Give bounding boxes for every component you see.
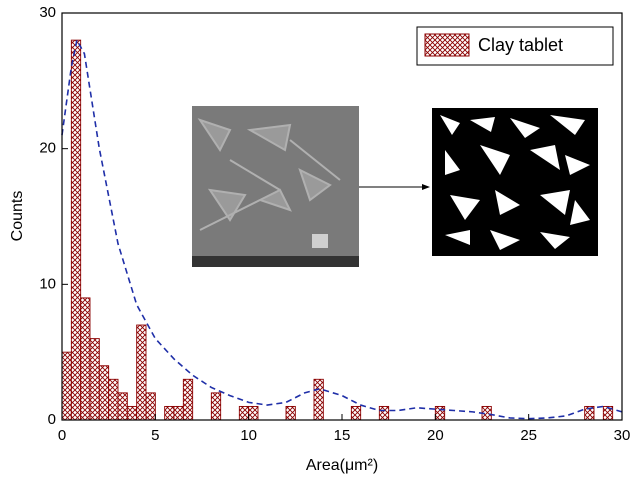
x-tick-label: 30 (614, 427, 631, 444)
bar (89, 338, 100, 421)
y-tick-label: 0 (48, 411, 56, 428)
binary-inset (432, 108, 598, 256)
x-tick-label: 0 (58, 427, 66, 444)
bar (126, 405, 138, 421)
bar (248, 405, 259, 421)
bar (61, 351, 72, 421)
y-tick-label: 20 (39, 140, 56, 157)
bar (182, 378, 194, 421)
legend-label: Clay tablet (478, 35, 563, 55)
x-tick-label: 25 (520, 427, 537, 444)
y-tick-label: 30 (39, 4, 56, 21)
bar (173, 405, 184, 421)
x-axis-label: Area(μm²) (306, 457, 378, 474)
bar (136, 324, 147, 421)
y-axis-label: Counts (9, 191, 26, 242)
bar (313, 378, 324, 421)
x-tick-label: 10 (240, 427, 257, 444)
bar (98, 365, 110, 421)
x-tick-label: 20 (427, 427, 444, 444)
bar (350, 405, 362, 421)
bar (378, 405, 390, 421)
bar (434, 405, 446, 421)
bar (238, 405, 250, 421)
bar (164, 405, 175, 421)
bar (70, 39, 82, 421)
bar (145, 392, 156, 421)
x-tick-label: 15 (334, 427, 351, 444)
legend-swatch (424, 33, 470, 57)
bar (285, 405, 296, 421)
y-tick-label: 10 (39, 275, 56, 292)
sem-inset (192, 106, 359, 267)
x-tick-label: 5 (151, 427, 159, 444)
bar (108, 378, 119, 421)
fit-line (61, 37, 623, 420)
arrow (359, 184, 430, 190)
bar (210, 392, 222, 421)
bar (80, 297, 91, 421)
bar (117, 392, 128, 421)
